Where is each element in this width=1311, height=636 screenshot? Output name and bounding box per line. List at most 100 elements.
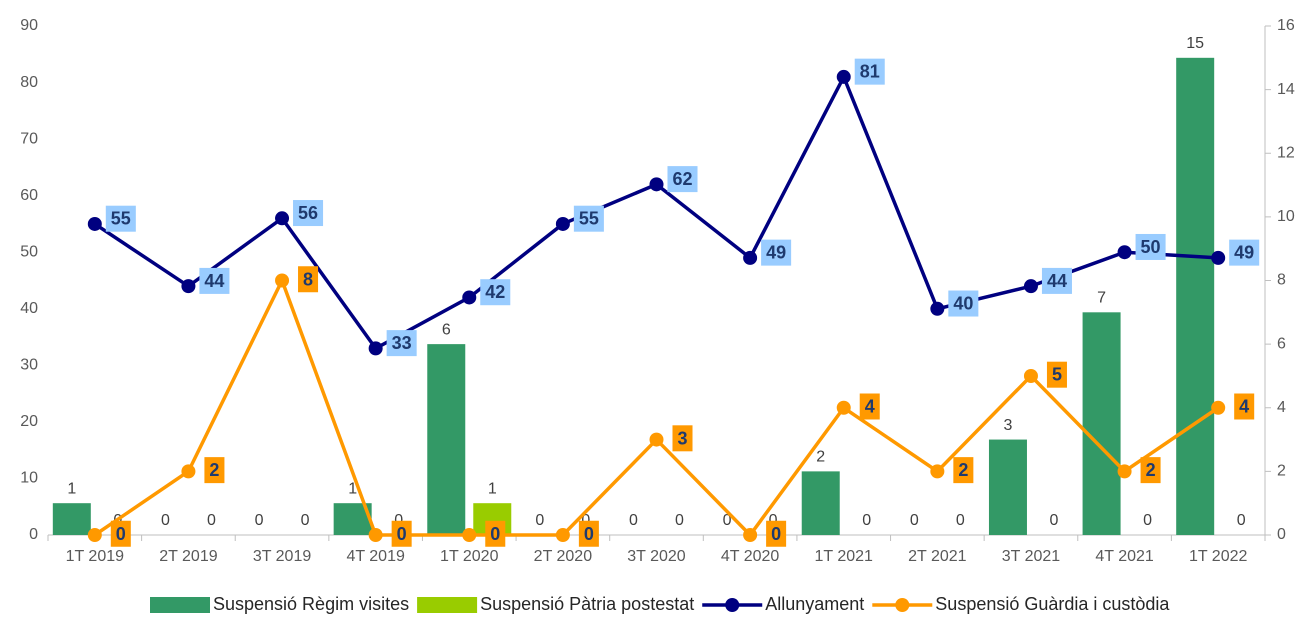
x-tick-label: 2T 2020 — [534, 548, 593, 565]
point — [555, 528, 570, 542]
x-tick-label: 1T 2022 — [1189, 548, 1248, 565]
data-label-box — [761, 239, 792, 266]
point — [743, 528, 758, 542]
data-label-box — [672, 425, 693, 452]
data-label: 8 — [303, 269, 313, 289]
point — [930, 301, 945, 316]
data-label: 0 — [771, 524, 781, 544]
x-tick-label: 4T 2019 — [346, 548, 405, 565]
data-label: 0 — [490, 524, 500, 544]
data-label: 4 — [1239, 397, 1249, 417]
bar-value-label: 0 — [535, 512, 544, 529]
x-tick-label: 1T 2020 — [440, 548, 499, 565]
data-label: 5 — [1052, 365, 1062, 385]
bar-value-label: 0 — [581, 512, 590, 529]
data-label: 55 — [111, 209, 131, 229]
data-label: 0 — [397, 524, 407, 544]
y-tick-label: 40 — [20, 300, 38, 317]
bar — [988, 439, 1027, 535]
y2-tick-label: 8 — [1277, 272, 1286, 289]
legend-swatch — [150, 597, 210, 613]
bar-value-label: 0 — [301, 512, 310, 529]
y-tick-label: 20 — [20, 413, 38, 430]
bar-value-label: 0 — [161, 512, 170, 529]
point — [836, 69, 851, 84]
data-label-box — [766, 520, 787, 547]
data-label-box — [1234, 393, 1255, 420]
data-label: 33 — [392, 333, 412, 353]
bar-value-label: 0 — [1050, 512, 1059, 529]
bar-value-label: 0 — [394, 512, 403, 529]
point — [368, 528, 383, 542]
bar — [1082, 312, 1121, 535]
y2-tick-label: 0 — [1277, 526, 1286, 543]
bar-value-label: 0 — [629, 512, 638, 529]
data-label: 44 — [1047, 271, 1067, 291]
data-label-box — [204, 457, 225, 484]
data-label: 55 — [579, 209, 599, 229]
data-label-box — [293, 200, 324, 227]
point — [275, 211, 290, 226]
bar — [1176, 57, 1215, 535]
point — [462, 290, 477, 305]
data-label-box — [953, 457, 974, 484]
data-label-box — [386, 330, 417, 357]
x-tick-label: 2T 2021 — [908, 548, 967, 565]
point — [743, 250, 758, 265]
data-label-box — [667, 166, 698, 193]
legend-label: Suspensió Guàrdia i custòdia — [935, 594, 1170, 614]
point — [87, 528, 102, 542]
data-label-box — [298, 266, 319, 293]
point — [649, 432, 664, 447]
point — [181, 464, 196, 479]
data-label-box — [480, 279, 511, 306]
bar-value-label: 0 — [723, 512, 732, 529]
bar-value-label: 0 — [910, 512, 919, 529]
bar-value-label: 0 — [956, 512, 965, 529]
x-tick-label: 4T 2020 — [721, 548, 780, 565]
y-tick-label: 0 — [29, 526, 38, 543]
point — [181, 279, 196, 294]
data-label-box — [391, 520, 412, 547]
data-label: 49 — [1234, 243, 1254, 263]
y2-tick-label: 2 — [1277, 463, 1286, 480]
data-label: 3 — [677, 428, 687, 448]
bar-value-label: 0 — [675, 512, 684, 529]
bar-value-label: 0 — [862, 512, 871, 529]
data-label-box — [110, 520, 131, 547]
y-tick-label: 60 — [20, 187, 38, 204]
bar-value-label: 0 — [207, 512, 216, 529]
bar-value-label: 3 — [1004, 417, 1013, 434]
data-label-box — [199, 267, 230, 294]
y-tick-label: 70 — [20, 130, 38, 147]
y2-tick-label: 10 — [1277, 208, 1295, 225]
point — [1023, 279, 1038, 294]
y-tick-label: 50 — [20, 243, 38, 260]
bar-value-label: 1 — [488, 480, 497, 497]
point — [462, 528, 477, 542]
y-tick-label: 80 — [20, 74, 38, 91]
data-label: 42 — [485, 282, 505, 302]
legend-swatch — [725, 598, 740, 612]
y2-tick-label: 6 — [1277, 335, 1286, 352]
point — [649, 177, 664, 192]
line — [93, 276, 1220, 538]
point — [1117, 245, 1132, 260]
x-tick-label: 1T 2019 — [66, 548, 125, 565]
y2-tick-label: 14 — [1277, 81, 1295, 98]
point — [1117, 464, 1132, 479]
data-label: 2 — [1146, 460, 1156, 480]
bar-value-label: 0 — [1237, 512, 1246, 529]
data-label: 40 — [953, 294, 973, 314]
bar-value-label: 1 — [67, 480, 76, 497]
y-tick-label: 10 — [20, 470, 38, 487]
bar — [52, 503, 91, 535]
x-tick-label: 3T 2020 — [627, 548, 686, 565]
data-label: 4 — [865, 397, 875, 417]
point — [1023, 368, 1038, 383]
legend-label: Allunyament — [765, 594, 864, 614]
data-label: 81 — [860, 62, 880, 82]
data-label: 0 — [116, 524, 126, 544]
data-label-box — [1140, 457, 1161, 484]
